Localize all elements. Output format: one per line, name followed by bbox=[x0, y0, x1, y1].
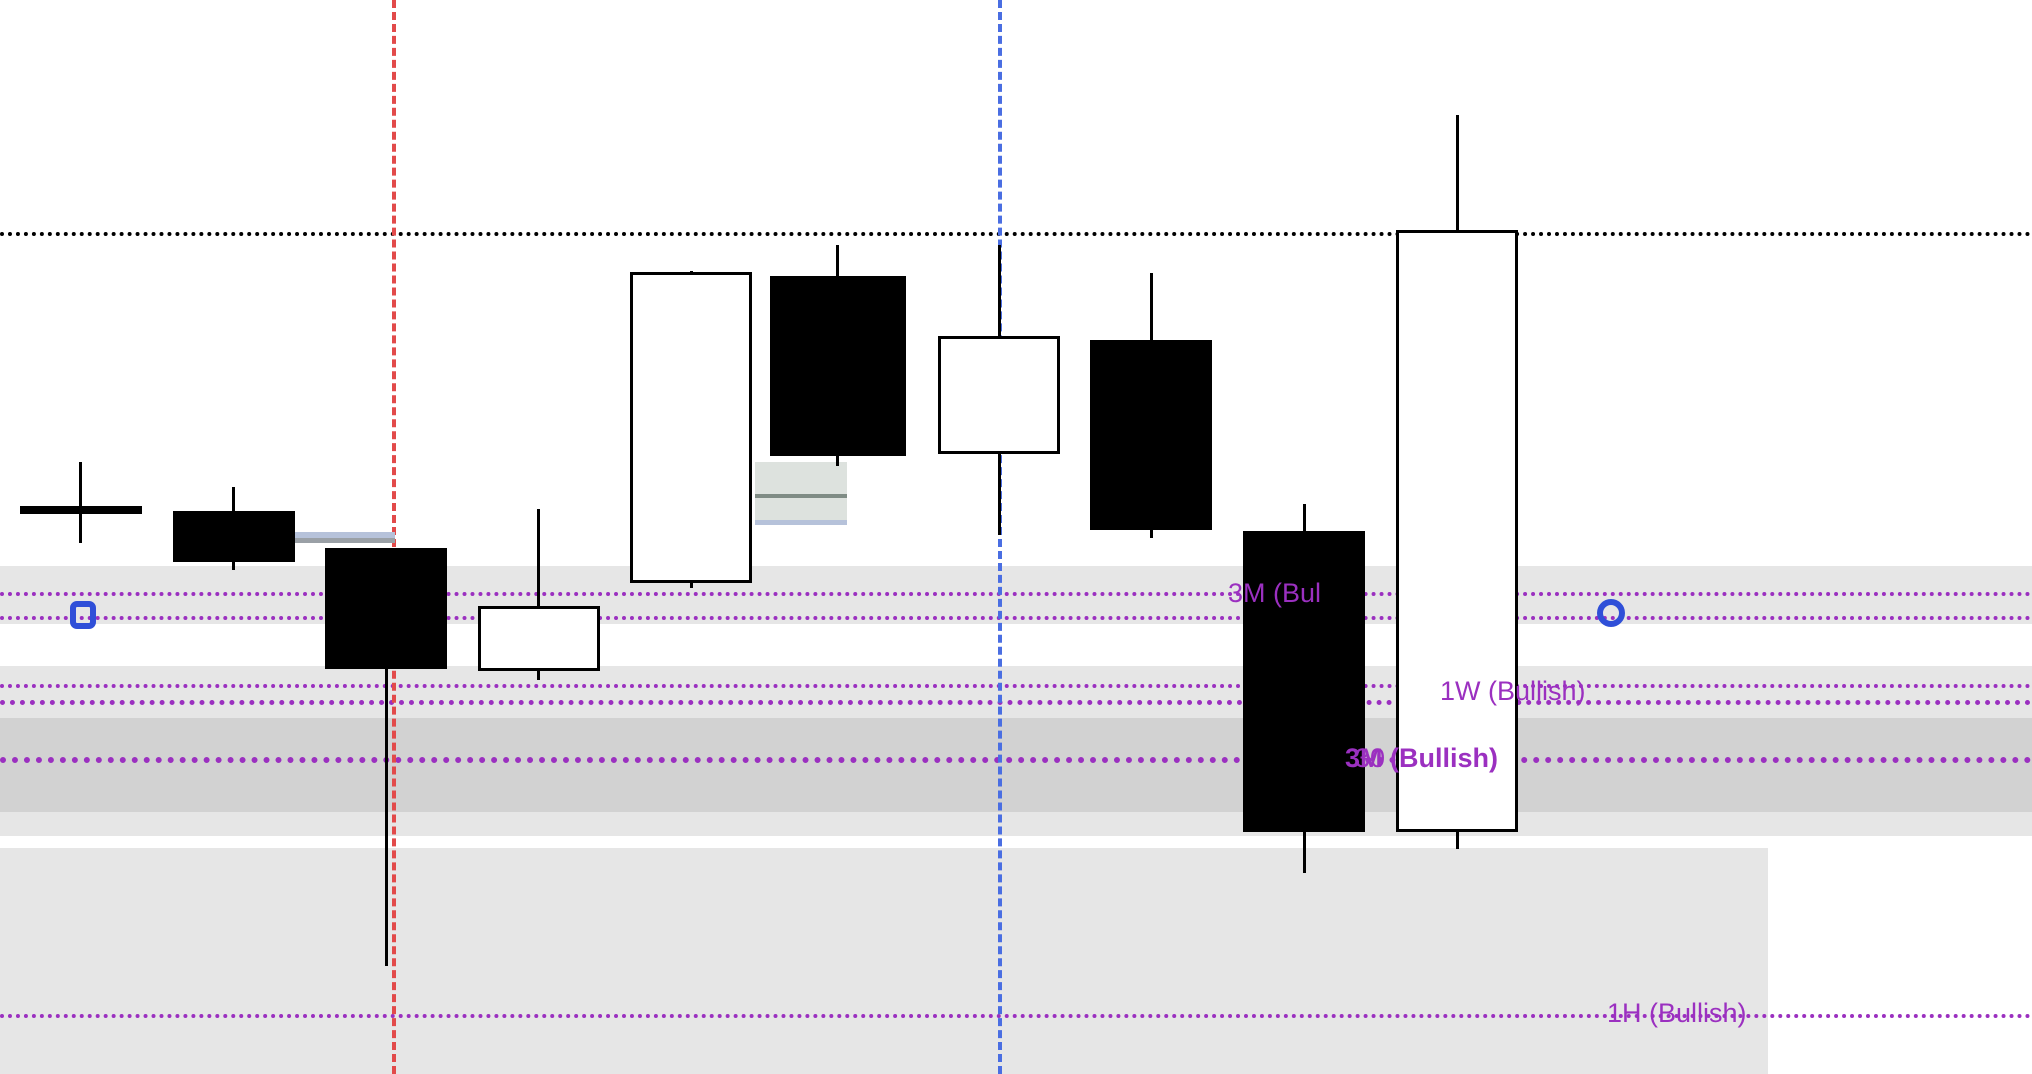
resistance-dotted-line bbox=[0, 232, 2032, 236]
signal-overlay-b-line bbox=[295, 538, 395, 543]
candle-8-body bbox=[1243, 531, 1365, 832]
candle-2-wick bbox=[385, 548, 388, 966]
zone-label-1w: 1W (Bullish) bbox=[1440, 676, 1586, 706]
zone-3m-line-upper bbox=[0, 592, 2032, 596]
signal-overlay-b bbox=[295, 532, 395, 538]
candle-4-body bbox=[630, 272, 752, 583]
zone-1h-line bbox=[0, 1014, 2032, 1018]
zone-label-30m: 3M (Bullish) bbox=[1345, 743, 1498, 773]
zone-label-30m-number: 30 bbox=[1355, 743, 1386, 773]
zone-1w-line-upper bbox=[0, 684, 2032, 688]
candle-7-body bbox=[1090, 340, 1212, 530]
candle-2-body bbox=[325, 548, 447, 669]
zone-30m-line-mid bbox=[0, 757, 2032, 763]
candle-5-body bbox=[770, 276, 906, 456]
candle-9-body bbox=[1396, 230, 1518, 832]
candle-0-body bbox=[20, 506, 142, 514]
zone-band-1h bbox=[0, 848, 1768, 1074]
entry-square-marker[interactable] bbox=[70, 601, 96, 629]
candle-0-wick bbox=[79, 462, 82, 543]
signal-overlay-a bbox=[755, 462, 847, 524]
signal-overlay-a-baseline bbox=[755, 520, 847, 525]
candle-3-body bbox=[478, 606, 600, 671]
signal-overlay-a-midline bbox=[755, 494, 847, 498]
zone-band-30m-outer bbox=[0, 812, 2032, 836]
zone-3m-line-lower bbox=[0, 616, 2032, 620]
target-circle-marker[interactable] bbox=[1597, 599, 1625, 627]
zone-band-30m bbox=[0, 718, 2032, 812]
candle-3-wick bbox=[537, 509, 540, 680]
zone-label-1h: 1H (Bullish) bbox=[1607, 998, 1747, 1028]
zone-1w-line-lower bbox=[0, 700, 2032, 705]
candle-1-body bbox=[173, 511, 295, 562]
candle-6-body bbox=[938, 336, 1060, 454]
zone-band-1w bbox=[0, 666, 2032, 718]
blue-vertical-marker-line bbox=[998, 0, 1002, 1074]
zone-label-3m: 3M (Bul bbox=[1228, 578, 1322, 608]
